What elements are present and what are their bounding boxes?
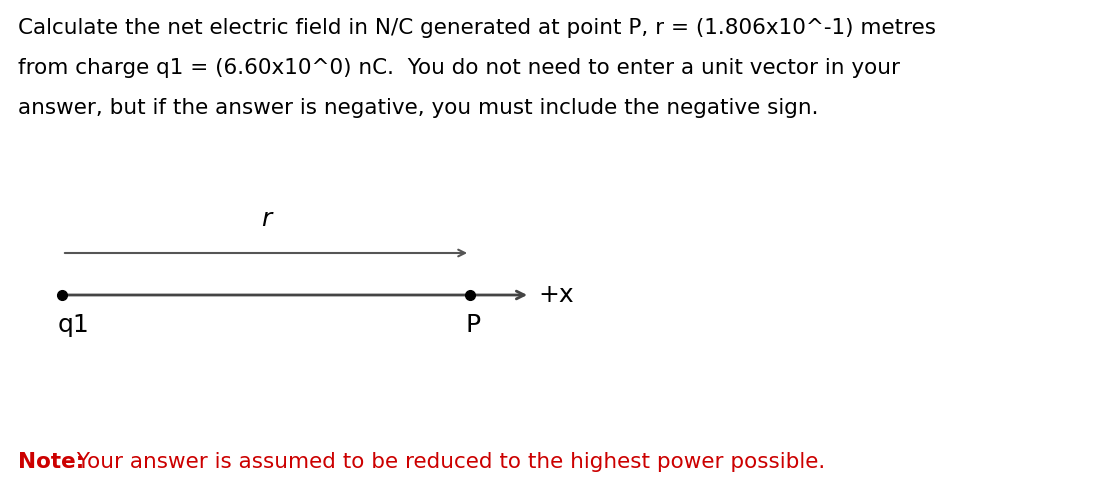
Text: r: r: [261, 207, 272, 231]
Text: Note:: Note:: [18, 452, 84, 472]
Text: from charge q1 = (6.60x10^0) nC.  You do not need to enter a unit vector in your: from charge q1 = (6.60x10^0) nC. You do …: [18, 58, 900, 78]
Text: Your answer is assumed to be reduced to the highest power possible.: Your answer is assumed to be reduced to …: [70, 452, 826, 472]
Text: q1: q1: [59, 313, 89, 337]
Text: +x: +x: [538, 283, 574, 307]
Text: answer, but if the answer is negative, you must include the negative sign.: answer, but if the answer is negative, y…: [18, 98, 818, 118]
Text: Calculate the net electric field in N/C generated at point P, r = (1.806x10^-1) : Calculate the net electric field in N/C …: [18, 18, 936, 38]
Text: P: P: [466, 313, 481, 337]
